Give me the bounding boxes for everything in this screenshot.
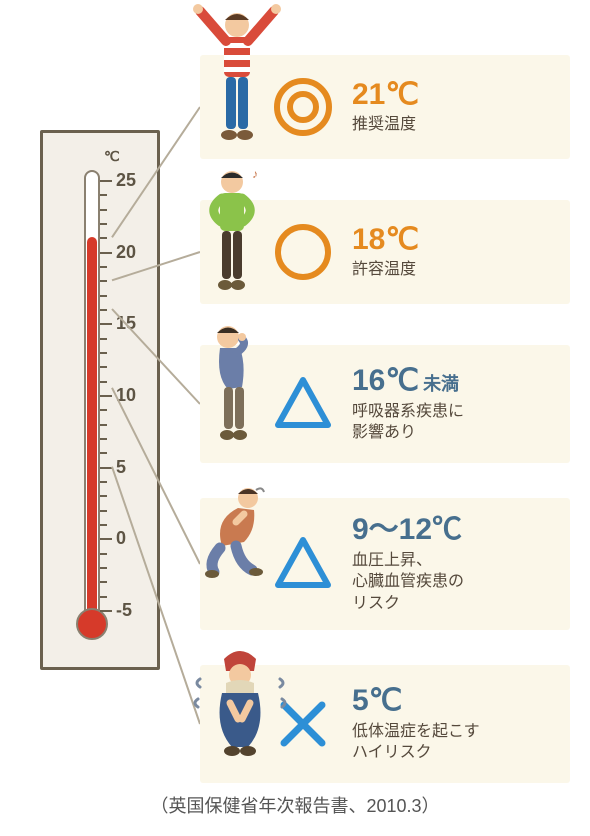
temperature-desc: 呼吸器系疾患に 影響あり — [352, 401, 554, 444]
tick-label: 15 — [116, 313, 136, 334]
temperature-value: 21℃ — [352, 78, 554, 113]
thermometer-fill — [87, 237, 97, 624]
infographic-canvas: ℃ -5 0 5 10 15 20 25 21℃推奨温度 ♪ 18℃許容温度 — [0, 0, 590, 836]
thermometer: ℃ -5 0 5 10 15 20 25 — [40, 130, 160, 670]
person-illustration — [192, 317, 272, 447]
temperature-desc: 低体温症を起こす ハイリスク — [352, 721, 554, 764]
person-illustration: ♪ — [192, 164, 272, 300]
temp-card-c9: 9〜12℃血圧上昇、 心臓血管疾患の リスク — [200, 498, 570, 630]
temperature-value: 16℃未満 — [352, 364, 554, 399]
thermometer-bg — [40, 130, 160, 670]
tick-label: 10 — [116, 385, 136, 406]
person-illustration — [192, 476, 272, 586]
temperature-desc: 血圧上昇、 心臓血管疾患の リスク — [352, 550, 554, 615]
tick-label: 20 — [116, 242, 136, 263]
temp-card-c16: 16℃未満呼吸器系疾患に 影響あり — [200, 345, 570, 463]
thermometer-bulb — [76, 608, 108, 640]
temperature-desc: 許容温度 — [352, 259, 554, 281]
temp-card-c5: 5℃低体温症を起こす ハイリスク — [200, 665, 570, 783]
svg-text:♪: ♪ — [252, 167, 258, 181]
temperature-desc: 推奨温度 — [352, 114, 554, 136]
person-illustration — [192, 3, 272, 153]
temperature-value: 18℃ — [352, 223, 554, 258]
tick-label: 5 — [116, 457, 126, 478]
temperature-suffix: 未満 — [423, 374, 459, 394]
source-citation: （英国保健省年次報告書、2010.3） — [0, 792, 590, 818]
person-illustration — [192, 647, 272, 763]
tick-label: 25 — [116, 170, 136, 191]
temperature-value: 5℃ — [352, 684, 554, 719]
temp-card-c18: ♪ 18℃許容温度 — [200, 200, 570, 304]
thermometer-unit: ℃ — [104, 148, 120, 165]
circle-icon — [268, 221, 338, 283]
tick-label: 0 — [116, 528, 126, 549]
triangle-icon — [268, 373, 338, 435]
tick-label: -5 — [116, 600, 132, 621]
temperature-value: 9〜12℃ — [352, 513, 554, 548]
temp-card-c21: 21℃推奨温度 — [200, 55, 570, 159]
